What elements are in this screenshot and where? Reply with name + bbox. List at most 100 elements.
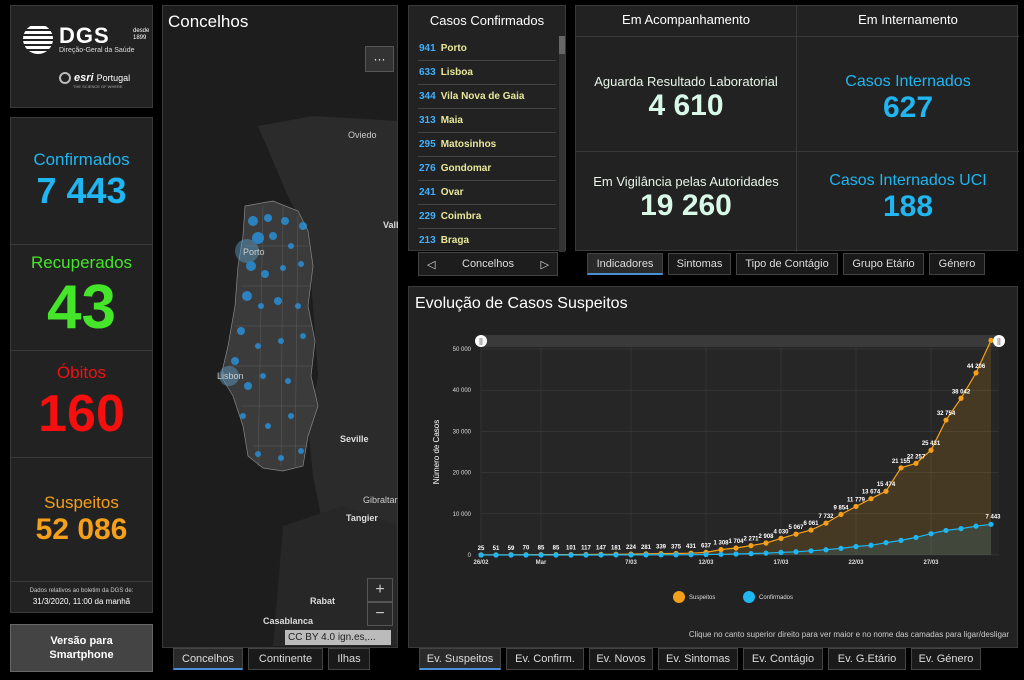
data-label: 637 (701, 543, 712, 549)
data-point (793, 549, 799, 555)
zoom-in-button[interactable]: + (367, 578, 393, 602)
data-label: 38 042 (952, 389, 971, 395)
list-item[interactable]: 276 Gondomar (418, 157, 556, 181)
cases-list-title: Casos Confirmados (429, 13, 545, 28)
suspects-chart[interactable]: 0 10 000 20 000 30 000 40 000 50 000 26/02 Mar 7… (409, 307, 1017, 637)
recovered-stat: Recuperados 43 (11, 245, 152, 351)
data-point (883, 488, 889, 494)
data-point (718, 547, 724, 553)
surveillance-cell: Em Vigilância pelas Autoridades 19 260 (576, 174, 796, 223)
dgs-globe-icon (23, 24, 53, 54)
portugal-map[interactable] (220, 200, 319, 472)
hospitalization-header: Em Internamento (858, 12, 958, 27)
list-item[interactable]: 213 Braga (418, 229, 556, 253)
concelho-name: Maia (440, 115, 463, 126)
data-point (958, 525, 964, 532)
legend-label: Suspeitos (689, 595, 715, 601)
legend-marker (743, 591, 755, 603)
awaiting-results-label: Aguarda Resultado Laboratorial (594, 74, 778, 89)
x-tick-label: Mar (536, 560, 547, 566)
concelho-name: Porto (440, 43, 467, 54)
list-item[interactable]: 229 Coimbra (418, 205, 556, 229)
list-item[interactable]: 241 Ovar (418, 181, 556, 205)
icu-cell: Casos Internados UCI 188 (797, 172, 1019, 224)
cases-scrollbar[interactable] (559, 36, 565, 252)
tab-ev-novos[interactable]: Ev. Novos (589, 648, 653, 670)
tab-ev-contagio[interactable]: Ev. Contágio (743, 648, 823, 670)
map-tabs: Concelhos Continente Ilhas (173, 648, 370, 670)
data-point (943, 417, 949, 423)
list-item[interactable]: 295 Matosinhos (418, 133, 556, 157)
chart-note: Clique no canto superior direito para ve… (688, 630, 1009, 639)
hospitalized-label: Casos Internados (845, 73, 971, 90)
data-point (973, 370, 979, 376)
data-label: 59 (508, 546, 515, 552)
data-label: 147 (596, 545, 607, 551)
data-point (523, 552, 529, 558)
smartphone-version-button[interactable]: Versão para Smartphone (10, 624, 153, 672)
zoom-out-button[interactable]: − (367, 602, 393, 626)
place-rabat: Rabat (310, 596, 336, 606)
tab-concelhos[interactable]: Concelhos (173, 648, 243, 670)
case-count: 295 (419, 139, 436, 150)
tab-sintomas[interactable]: Sintomas (668, 253, 731, 275)
data-point (718, 551, 724, 557)
data-point (598, 552, 604, 558)
list-item[interactable]: 941 Porto (418, 37, 556, 61)
tab-ev-suspeitos[interactable]: Ev. Suspeitos (419, 648, 501, 670)
data-point (898, 537, 904, 543)
esri-name: esri (74, 72, 94, 84)
data-point (748, 543, 754, 549)
chevron-right-icon[interactable]: ▷ (540, 258, 549, 271)
list-item[interactable]: 633 Lisboa (418, 61, 556, 85)
tab-ev-confirm[interactable]: Ev. Confirm. (506, 648, 584, 670)
case-count: 229 (419, 211, 436, 222)
map-canvas[interactable] (163, 6, 397, 646)
concelho-name: Lisboa (440, 67, 473, 78)
data-label: 15 474 (877, 482, 896, 488)
data-point (643, 552, 649, 558)
suspects-value: 52 086 (35, 512, 128, 546)
tab-indicadores[interactable]: Indicadores (587, 253, 663, 275)
tab-tipo-contagio[interactable]: Tipo de Contágio (736, 253, 838, 275)
place-porto: Porto (243, 247, 265, 257)
tab-ev-sintomas[interactable]: Ev. Sintomas (658, 648, 738, 670)
data-label: 32 754 (937, 411, 956, 417)
data-label: 431 (686, 544, 697, 550)
plot-area (481, 335, 999, 555)
y-axis-label: Número de Casos (432, 420, 441, 484)
data-point (928, 447, 934, 453)
surveillance-value: 19 260 (640, 189, 732, 222)
data-label: 4 030 (773, 529, 789, 535)
x-tick-label: 22/03 (848, 560, 864, 566)
map-attribution[interactable]: CC BY 4.0 ign.es,... (285, 630, 391, 645)
data-label: 101 (566, 546, 577, 552)
chart-panel: Evolução de Casos Suspeitos 0 10 000 20 00… (408, 286, 1018, 648)
data-point (778, 549, 784, 555)
ellipsis-icon[interactable]: ··· (365, 46, 394, 72)
data-point (898, 465, 904, 471)
data-label: 22 257 (907, 454, 926, 460)
list-item[interactable]: 313 Maia (418, 109, 556, 133)
concelhos-nav-label: Concelhos (462, 258, 514, 270)
data-label: 181 (611, 545, 622, 551)
list-item[interactable]: 344 Vila Nova de Gaia (418, 85, 556, 109)
tab-ev-getario[interactable]: Ev. G.Etário (828, 648, 906, 670)
slider-handle (475, 335, 487, 347)
smartphone-button-label: Versão para Smartphone (49, 635, 114, 661)
data-label: 7 732 (818, 514, 834, 520)
tab-continente[interactable]: Continente (248, 648, 323, 670)
tab-genero[interactable]: Género (929, 253, 985, 275)
y-tick-label: 10 000 (453, 512, 472, 518)
tab-ev-genero[interactable]: Ev. Género (911, 648, 981, 670)
data-point (913, 460, 919, 466)
data-point (688, 552, 694, 558)
map-panel[interactable]: Concelhos ··· Oviedo Vall Porto Lisbon S… (162, 5, 399, 648)
tab-ilhas[interactable]: Ilhas (328, 648, 370, 670)
recovered-label: Recuperados (30, 252, 133, 272)
chevron-left-icon[interactable]: ◁ (427, 258, 436, 271)
tab-grupo-etario[interactable]: Grupo Etário (843, 253, 924, 275)
data-label: 339 (656, 545, 667, 551)
case-markers[interactable] (219, 214, 307, 461)
deaths-label: Óbitos (56, 363, 107, 382)
